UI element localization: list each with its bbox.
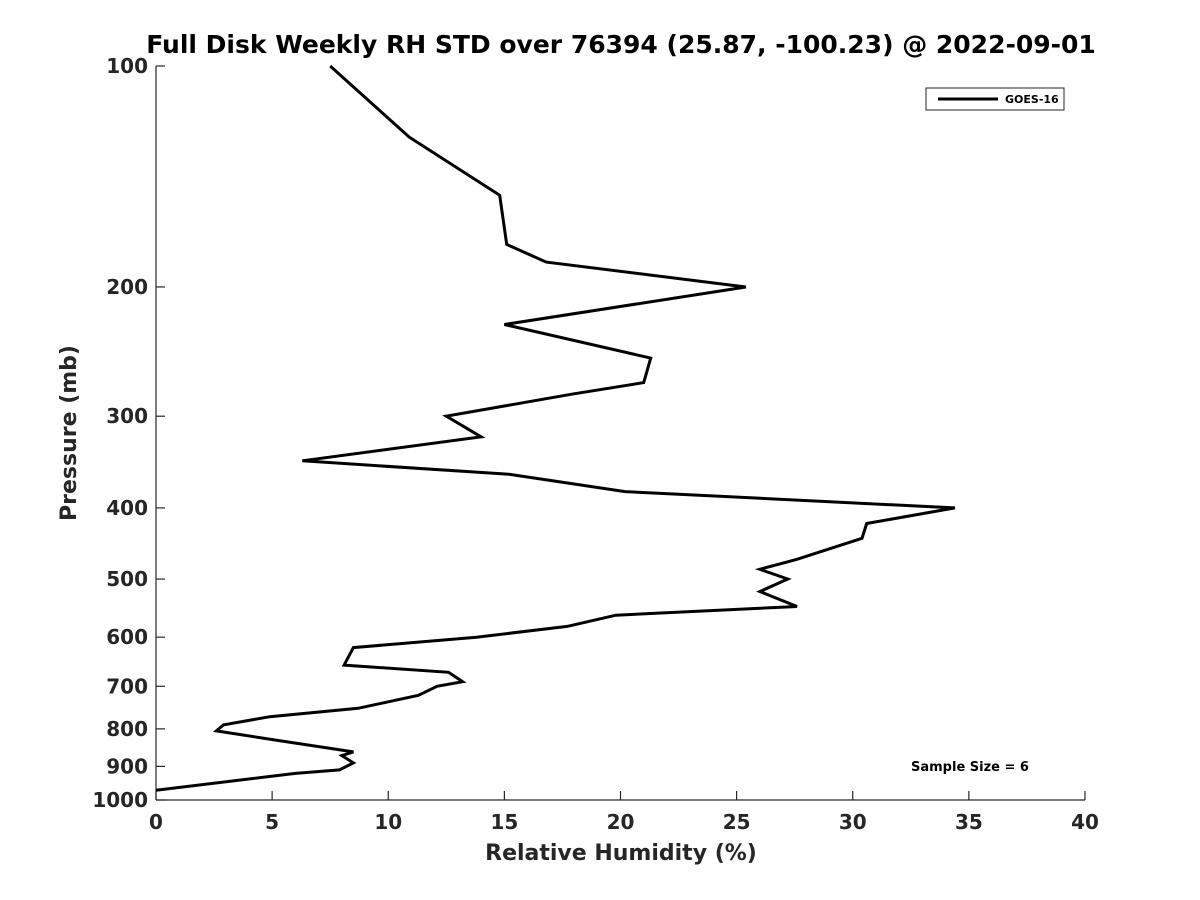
x-tick-label: 40: [1071, 810, 1099, 834]
x-tick-label: 35: [955, 810, 983, 834]
y-axis-ticks: 100 200 300 400 500 600 700 800 900 1000: [92, 54, 165, 812]
legend-label-goes-16: GOES-16: [1005, 93, 1059, 106]
chart-title: Full Disk Weekly RH STD over 76394 (25.8…: [146, 30, 1096, 59]
sample-size-annotation: Sample Size = 6: [911, 760, 1029, 775]
x-tick-label: 5: [265, 810, 279, 834]
y-tick-label: 600: [106, 625, 148, 649]
x-tick-label: 30: [839, 810, 867, 834]
x-tick-label: 25: [723, 810, 751, 834]
y-tick-label: 800: [106, 717, 148, 741]
x-tick-label: 0: [149, 810, 163, 834]
x-tick-label: 15: [490, 810, 518, 834]
plot-area: [155, 66, 1085, 801]
y-tick-label: 100: [106, 54, 148, 78]
y-tick-label: 200: [106, 275, 148, 299]
legend: GOES-16: [925, 87, 1065, 111]
y-tick-label: 500: [106, 567, 148, 591]
x-tick-label: 10: [374, 810, 402, 834]
y-axis-label: Pressure (mb): [57, 345, 82, 521]
y-tick-label: 400: [106, 496, 148, 520]
y-tick-label: 1000: [92, 788, 148, 812]
series-line-goes-16: [155, 64, 956, 792]
x-axis-label: Relative Humidity (%): [485, 841, 757, 866]
x-axis-ticks: 0 5 10 15 20 25 30 35 40: [149, 791, 1099, 834]
x-tick-label: 20: [607, 810, 635, 834]
y-tick-label: 300: [106, 404, 148, 428]
series-group: [155, 64, 956, 792]
y-tick-label: 900: [106, 754, 148, 778]
y-tick-label: 700: [106, 674, 148, 698]
